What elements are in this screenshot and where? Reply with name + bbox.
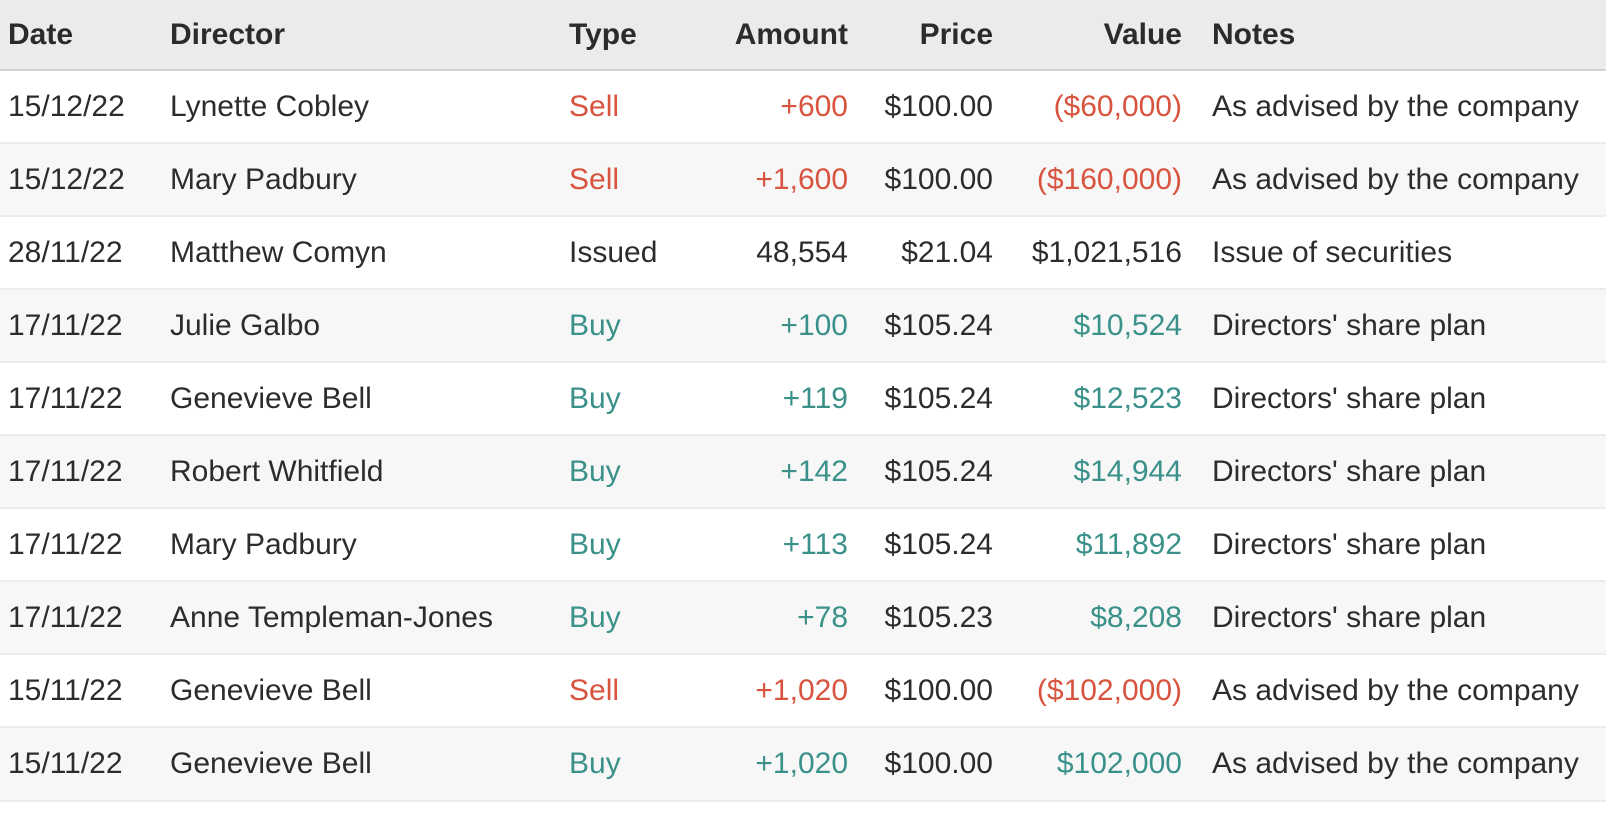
cell-date: 28/11/22: [0, 215, 162, 289]
column-header-amount: Amount: [673, 0, 848, 71]
cell-director: Robert Whitfield: [162, 434, 561, 508]
cell-price: $21.04: [848, 215, 993, 289]
cell-type: Sell: [561, 142, 673, 216]
cell-value: $11,892: [993, 507, 1182, 581]
cell-date: 17/11/22: [0, 361, 162, 435]
cell-amount: +1,020: [673, 653, 848, 727]
cell-date: 15/11/22: [0, 653, 162, 727]
cell-director: Genevieve Bell: [162, 361, 561, 435]
column-header-director: Director: [162, 0, 561, 71]
cell-amount: 48,554: [673, 215, 848, 289]
column-header-type: Type: [561, 0, 673, 71]
column-header-date: Date: [0, 0, 162, 71]
cell-notes: Directors' share plan: [1182, 288, 1606, 362]
cell-price: $105.24: [848, 434, 993, 508]
cell-amount: +100: [673, 288, 848, 362]
table-row: 28/11/22 Matthew Comyn Issued 48,554 $21…: [0, 215, 1606, 289]
cell-value: $1,021,516: [993, 215, 1182, 289]
column-header-notes: Notes: [1182, 0, 1606, 71]
cell-type: Buy: [561, 434, 673, 508]
cell-date: 15/12/22: [0, 142, 162, 216]
table-row: 17/11/22 Mary Padbury Buy +113 $105.24 $…: [0, 507, 1606, 581]
cell-type: Buy: [561, 726, 673, 800]
cell-notes: Directors' share plan: [1182, 361, 1606, 435]
cell-type: Buy: [561, 580, 673, 654]
table-row: 17/11/22 Julie Galbo Buy +100 $105.24 $1…: [0, 288, 1606, 362]
cell-value: $12,523: [993, 361, 1182, 435]
cell-director: Mary Padbury: [162, 142, 561, 216]
cell-director: Lynette Cobley: [170, 89, 370, 123]
cell-value: $10,524: [993, 288, 1182, 362]
cell-value: $102,000: [993, 726, 1182, 800]
cell-value: $8,208: [993, 580, 1182, 654]
cell-amount: +600: [780, 89, 848, 123]
cell-date: 15/11/22: [0, 726, 162, 800]
cell-type: Sell: [569, 89, 620, 123]
cell-value: ($160,000): [993, 142, 1182, 216]
cell-price: $105.24: [848, 288, 993, 362]
cell-amount: +119: [673, 361, 848, 435]
cell-value: $14,944: [993, 434, 1182, 508]
cell-price: $100.00: [848, 726, 993, 800]
table-row: 15/12/22 Lynette Cobley Sell +600 $100.0…: [0, 70, 1606, 143]
cell-date: 17/11/22: [0, 507, 162, 581]
cell-type: Buy: [561, 288, 673, 362]
cell-notes: Issue of securities: [1182, 215, 1606, 289]
cell-price: $100.00: [848, 142, 993, 216]
cell-notes: Directors' share plan: [1182, 434, 1606, 508]
cell-amount: +78: [673, 580, 848, 654]
table-row: 15/12/22 Mary Padbury Sell +1,600 $100.0…: [0, 142, 1606, 216]
column-header-value: Value: [993, 0, 1182, 71]
cell-amount: +1,600: [673, 142, 848, 216]
cell-date: 15/12/22: [8, 89, 125, 123]
cell-director: Julie Galbo: [162, 288, 561, 362]
cell-amount: +1,020: [673, 726, 848, 800]
table-row: 17/11/22 Robert Whitfield Buy +142 $105.…: [0, 434, 1606, 508]
cell-notes: As advised by the company: [1182, 653, 1606, 727]
cell-price: $100.00: [884, 89, 993, 123]
table-row: 17/11/22 Genevieve Bell Buy +119 $105.24…: [0, 361, 1606, 435]
cell-date: 17/11/22: [0, 288, 162, 362]
cell-amount: +113: [673, 507, 848, 581]
cell-notes: Directors' share plan: [1182, 580, 1606, 654]
cell-director: Anne Templeman-Jones: [162, 580, 561, 654]
cell-director: Genevieve Bell: [162, 653, 561, 727]
cell-type: Issued: [561, 215, 673, 289]
transactions-table: Date Director Type Amount Price Value No…: [0, 0, 1606, 802]
cell-price: $100.00: [848, 653, 993, 727]
cell-director: Matthew Comyn: [162, 215, 561, 289]
cell-price: $105.24: [848, 361, 993, 435]
cell-director: Genevieve Bell: [162, 726, 561, 800]
column-header-price: Price: [848, 0, 993, 71]
cell-amount: +142: [673, 434, 848, 508]
cell-type: Buy: [561, 361, 673, 435]
cell-type: Sell: [561, 653, 673, 727]
cell-notes: As advised by the company: [1182, 726, 1606, 800]
table-row: 15/11/22 Genevieve Bell Sell +1,020 $100…: [0, 653, 1606, 727]
cell-notes: As advised by the company: [1212, 89, 1579, 123]
cell-price: $105.24: [848, 507, 993, 581]
table-header-row: Date Director Type Amount Price Value No…: [0, 0, 1606, 71]
cell-price: $105.23: [848, 580, 993, 654]
cell-value: ($102,000): [993, 653, 1182, 727]
cell-director: Mary Padbury: [162, 507, 561, 581]
cell-type: Buy: [561, 507, 673, 581]
table-row: 17/11/22 Anne Templeman-Jones Buy +78 $1…: [0, 580, 1606, 654]
cell-notes: Directors' share plan: [1182, 507, 1606, 581]
cell-notes: As advised by the company: [1182, 142, 1606, 216]
cell-date: 17/11/22: [0, 434, 162, 508]
cell-date: 17/11/22: [0, 580, 162, 654]
cell-value: ($60,000): [1053, 89, 1182, 123]
table-row: 15/11/22 Genevieve Bell Buy +1,020 $100.…: [0, 726, 1606, 800]
